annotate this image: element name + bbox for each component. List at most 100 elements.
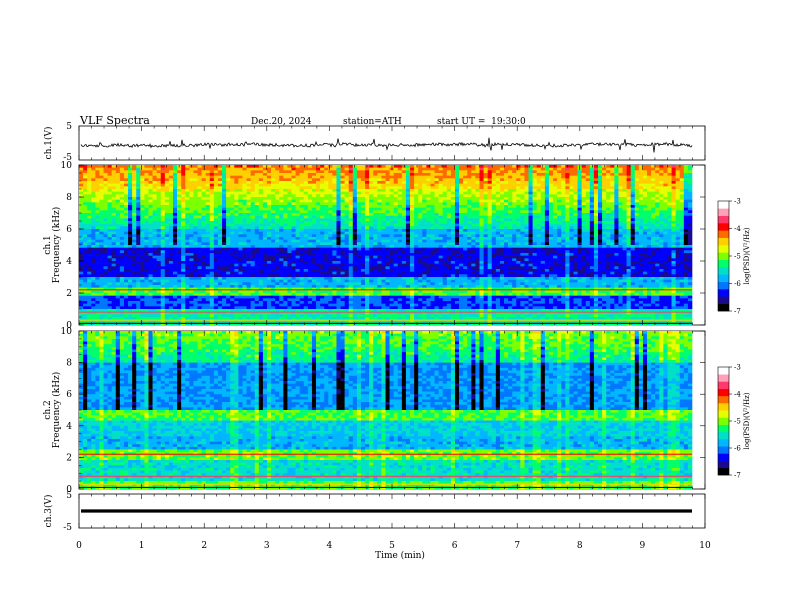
spectrogram-cell bbox=[454, 173, 460, 176]
spectrogram-cell bbox=[348, 271, 354, 275]
spectrogram-cell bbox=[360, 298, 366, 302]
spectrogram-cell bbox=[683, 231, 693, 235]
spectrogram-cell bbox=[328, 279, 333, 283]
spectrogram-cell bbox=[217, 165, 223, 168]
spectrogram-cell bbox=[450, 229, 456, 232]
spectrogram-cell bbox=[369, 199, 374, 203]
spectrogram-cell bbox=[230, 266, 239, 270]
spectrogram-cell bbox=[136, 285, 141, 288]
spectrogram-cell bbox=[573, 197, 578, 200]
spectrogram-cell bbox=[651, 245, 660, 248]
spectrogram-cell bbox=[512, 210, 521, 214]
spectrogram-cell bbox=[475, 269, 480, 272]
spectrogram-cell bbox=[414, 261, 419, 264]
spectrogram-cell bbox=[626, 167, 631, 171]
spectrogram-cell bbox=[172, 223, 178, 227]
spectrogram-cell bbox=[410, 234, 419, 238]
spectrogram-cell bbox=[87, 205, 96, 208]
spectrogram-cell bbox=[132, 269, 141, 272]
spectrogram-cell bbox=[377, 218, 386, 222]
spectrogram-cell bbox=[381, 223, 386, 227]
spectrogram-cell bbox=[123, 181, 129, 184]
spectrogram-cell bbox=[356, 253, 390, 256]
spectrogram-cell bbox=[499, 269, 505, 272]
spectrogram-cell bbox=[659, 181, 664, 184]
spectrogram-cell bbox=[471, 255, 480, 259]
spectrogram-cell bbox=[83, 173, 96, 176]
spectrogram-cell bbox=[385, 173, 390, 176]
spectrogram-cell bbox=[307, 191, 337, 195]
spectrogram-cell bbox=[634, 178, 640, 182]
spectrogram-cell bbox=[434, 221, 439, 224]
spectrogram-cell bbox=[561, 239, 566, 243]
spectrogram-cell bbox=[352, 226, 358, 230]
spectrogram-cell bbox=[614, 210, 619, 214]
spectrogram-cell bbox=[79, 298, 92, 302]
spectrogram-cell bbox=[675, 295, 681, 299]
spectrogram-cell bbox=[683, 218, 693, 222]
spectrogram-cell bbox=[528, 247, 533, 251]
spectrogram-cell bbox=[438, 221, 448, 224]
spectrogram-cell bbox=[144, 197, 153, 200]
spectrogram-cell bbox=[332, 253, 337, 256]
spectrogram-cell bbox=[446, 186, 452, 190]
spectrogram-cell bbox=[365, 191, 370, 195]
spectrogram-cell bbox=[504, 218, 513, 222]
spectrogram-cell bbox=[123, 245, 129, 248]
spectrogram-cell bbox=[504, 250, 513, 254]
spectrogram-cell bbox=[79, 170, 88, 174]
spectrogram-cell bbox=[410, 229, 423, 232]
spectrogram-cell bbox=[397, 202, 407, 206]
spectrogram-cell bbox=[91, 183, 100, 187]
spectrogram-cell bbox=[320, 207, 337, 211]
spectrogram-cell bbox=[540, 247, 554, 251]
spectrogram-cell bbox=[483, 263, 488, 267]
spectrogram-cell bbox=[132, 258, 137, 262]
spectrogram-cell bbox=[295, 223, 300, 227]
spectrogram-cell bbox=[410, 242, 415, 246]
spectrogram-cell bbox=[540, 223, 546, 227]
spectrogram-cell bbox=[246, 165, 260, 168]
spectrogram-cell bbox=[548, 186, 558, 190]
spectrogram-cell bbox=[156, 239, 162, 243]
spectrogram-cell bbox=[626, 181, 631, 184]
spectrogram-cell bbox=[271, 183, 296, 187]
spectrogram-cell bbox=[524, 186, 529, 190]
spectrogram-cell bbox=[442, 255, 448, 259]
spectrogram-cell bbox=[467, 202, 480, 206]
spectrogram-cell bbox=[471, 234, 476, 238]
spectrogram-cell bbox=[467, 274, 476, 278]
spectrogram-cell bbox=[414, 199, 419, 203]
spectrogram-cell bbox=[344, 263, 362, 267]
spectrogram-cell bbox=[459, 199, 468, 203]
spectrogram-cell bbox=[271, 226, 280, 230]
spectrogram-cell bbox=[99, 221, 112, 224]
spectrogram-cell bbox=[144, 207, 149, 211]
spectrogram-cell bbox=[671, 205, 676, 208]
spectrogram-cell bbox=[618, 215, 627, 219]
spectrogram-cell bbox=[205, 274, 215, 278]
spectrogram-cell bbox=[316, 239, 321, 243]
spectrogram-cell bbox=[197, 295, 219, 299]
spectrogram-cell bbox=[242, 183, 247, 187]
spectrogram-cell bbox=[365, 301, 370, 304]
spectrogram-cell bbox=[197, 263, 202, 267]
spectrogram-cell bbox=[369, 167, 390, 171]
spectrogram-cell bbox=[520, 210, 529, 214]
spectrogram-cell bbox=[532, 186, 546, 190]
spectrogram-cell bbox=[479, 221, 484, 224]
spectrogram-cell bbox=[638, 221, 644, 224]
spectrogram-cell bbox=[548, 269, 554, 272]
spectrogram-cell bbox=[520, 223, 529, 227]
spectrogram-cell bbox=[111, 269, 121, 272]
spectrogram-cell bbox=[671, 255, 676, 259]
spectrogram-cell bbox=[128, 199, 133, 203]
spectrogram-cell bbox=[373, 247, 382, 251]
spectrogram-cell bbox=[217, 167, 223, 171]
spectrogram-cell bbox=[581, 189, 591, 192]
spectrogram-cell bbox=[222, 181, 227, 184]
spectrogram-cell bbox=[414, 223, 419, 227]
spectrogram-cell bbox=[205, 261, 211, 264]
spectrogram-cell bbox=[181, 282, 186, 286]
spectrogram-cell bbox=[373, 194, 378, 198]
